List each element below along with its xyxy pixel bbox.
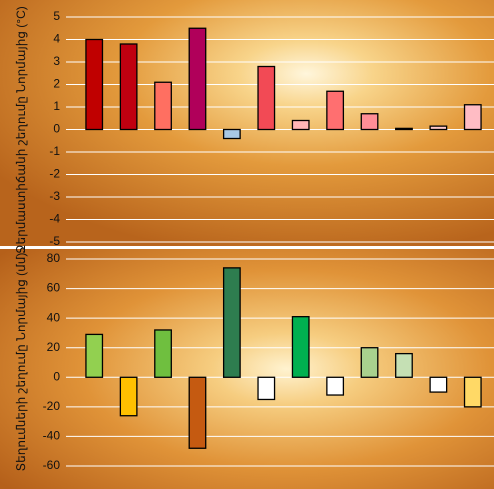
bar bbox=[188, 27, 207, 131]
bar bbox=[395, 352, 413, 378]
bar bbox=[222, 128, 241, 140]
bar bbox=[154, 81, 172, 131]
y-tick-label: -3 bbox=[49, 189, 60, 203]
bar bbox=[85, 38, 104, 131]
y-tick-label: 2 bbox=[53, 77, 60, 91]
bar bbox=[119, 376, 138, 417]
bar bbox=[291, 316, 310, 378]
y-tick-label: -5 bbox=[49, 234, 60, 248]
bar bbox=[257, 376, 276, 401]
bar bbox=[85, 333, 104, 378]
y-tick-label: -20 bbox=[43, 399, 61, 413]
bar bbox=[119, 43, 138, 131]
y-tick-label: 4 bbox=[53, 32, 60, 46]
separator bbox=[0, 246, 494, 249]
y-tick-label: 60 bbox=[47, 281, 61, 295]
bar bbox=[222, 267, 241, 378]
y-tick-label: 40 bbox=[47, 310, 61, 324]
background bbox=[0, 0, 494, 246]
y-tick-label: -60 bbox=[43, 458, 61, 472]
bar bbox=[188, 376, 207, 449]
y-tick-label: 20 bbox=[47, 340, 61, 354]
y-tick-label: -4 bbox=[49, 212, 60, 226]
y-axis-title: Տեղումների շեղումը Նորմայից (մմ) bbox=[14, 253, 28, 472]
y-tick-label: -40 bbox=[43, 429, 61, 443]
y-tick-label: 0 bbox=[53, 369, 60, 383]
bar bbox=[326, 90, 345, 131]
bar bbox=[360, 113, 379, 131]
bar bbox=[463, 376, 482, 408]
background bbox=[0, 249, 494, 489]
bar bbox=[360, 347, 379, 378]
y-tick-label: -1 bbox=[49, 144, 60, 158]
bar bbox=[395, 127, 413, 131]
bar bbox=[463, 104, 482, 131]
y-tick-label: 80 bbox=[47, 251, 61, 265]
y-tick-label: 0 bbox=[53, 122, 60, 136]
bar bbox=[429, 376, 448, 393]
bar bbox=[291, 119, 310, 131]
y-axis-title: Ջերմաստիճանի շեղումը Նորմայից (°C) bbox=[14, 6, 28, 253]
y-tick-label: 3 bbox=[53, 54, 60, 68]
y-tick-label: -2 bbox=[49, 167, 60, 181]
bar bbox=[154, 329, 172, 378]
y-tick-label: 1 bbox=[53, 99, 60, 113]
bar bbox=[257, 65, 276, 131]
y-tick-label: 5 bbox=[53, 9, 60, 23]
bar bbox=[326, 376, 345, 396]
bar bbox=[429, 125, 448, 131]
